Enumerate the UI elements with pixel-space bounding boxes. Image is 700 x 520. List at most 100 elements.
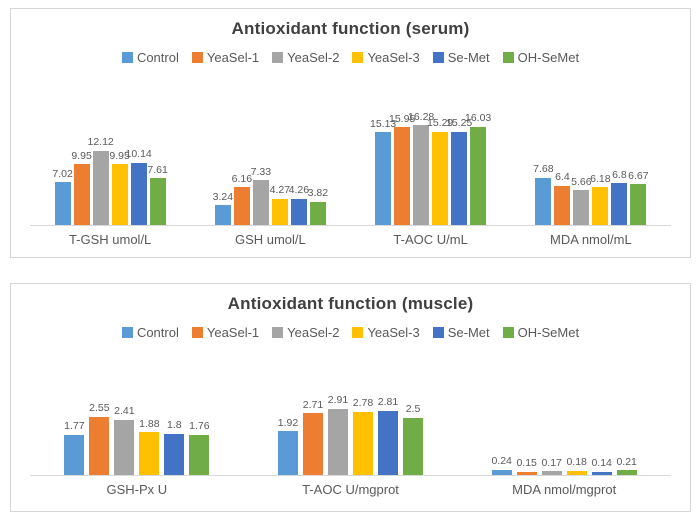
bar-value-label: 15.95 — [388, 112, 416, 125]
bar-cell: 6.67 — [628, 170, 649, 225]
bar-cell: 0.18 — [566, 456, 587, 475]
bar-value-label: 1.8 — [167, 419, 182, 432]
bar-cell: 15.13 — [370, 118, 396, 225]
bar-cell: 2.91 — [328, 395, 348, 475]
bar-cell: 1.88 — [139, 417, 160, 475]
bar-cell: 16.03 — [465, 113, 491, 225]
bar-cluster: 7.68 6.4 5.66 6.18 6.8 6.67 — [533, 164, 649, 225]
legend-item: Control — [121, 325, 179, 340]
bar-value-label: 6.16 — [231, 172, 253, 185]
bar — [516, 471, 537, 475]
bar-value-label: 16.28 — [407, 110, 435, 123]
legend-item: Se-Met — [432, 325, 490, 340]
bar-value-label: 1.92 — [277, 416, 299, 429]
bar-value-label: 7.61 — [147, 163, 168, 176]
bar-value-label: 1.88 — [139, 417, 160, 430]
bar — [491, 469, 512, 475]
bar-cluster: 3.24 6.16 7.33 4.27 4.26 3.82 — [212, 165, 328, 225]
bar — [353, 411, 373, 475]
bar-cell: 12.12 — [87, 137, 114, 225]
bar — [189, 434, 210, 475]
bar-value-label: 2.81 — [377, 396, 399, 409]
legend-label: Control — [136, 50, 179, 65]
legend-label: YeaSel-3 — [367, 325, 420, 340]
bar-cell: 3.82 — [308, 188, 328, 225]
legend-label: OH-SeMet — [517, 325, 580, 340]
bar — [375, 132, 392, 225]
legend-swatch-icon — [352, 327, 364, 338]
bar-cell: 9.95 — [109, 149, 130, 225]
bar-value-label: 3.24 — [212, 190, 234, 203]
legend-item: YeaSel-3 — [352, 325, 420, 340]
bar-value-label: 15.29 — [426, 116, 454, 129]
bar-cluster: 1.77 2.55 2.41 1.88 1.8 1.76 — [64, 402, 210, 475]
bar — [89, 416, 110, 475]
chart-title: Antioxidant function (muscle) — [227, 294, 474, 313]
bar — [149, 178, 166, 225]
bar-value-label: 6.4 — [555, 171, 570, 184]
bar-value-label: 2.78 — [352, 397, 374, 410]
legend-item: YeaSel-1 — [191, 50, 259, 65]
bar-cell: 6.16 — [231, 172, 253, 225]
bar-value-label: 10.14 — [125, 148, 152, 161]
category-label: GSH-Px U — [106, 482, 168, 497]
bar-value-label: 6.8 — [612, 168, 627, 181]
bar — [114, 420, 135, 475]
bar — [592, 187, 609, 225]
bar — [611, 183, 628, 225]
bar-cell: 16.28 — [408, 111, 434, 225]
legend-label: Se-Met — [447, 50, 490, 65]
bar-value-label: 7.33 — [250, 165, 272, 178]
bar-cell: 2.55 — [89, 402, 110, 475]
bar-value-label: 9.95 — [109, 149, 130, 162]
bar-cell: 6.8 — [611, 168, 628, 225]
legend-item: Control — [121, 50, 179, 65]
bar-value-label: 9.95 — [71, 149, 92, 162]
legend-swatch-icon — [272, 327, 284, 338]
legend-label: YeaSel-1 — [206, 325, 260, 340]
bar-cell: 15.95 — [389, 113, 415, 225]
category-label: T-GSH umol/L — [68, 232, 152, 247]
bar — [591, 471, 612, 475]
legend-swatch-icon — [502, 52, 514, 63]
bar-value-label: 6.18 — [590, 172, 611, 185]
bar-cell: 0.14 — [591, 458, 612, 475]
bar-cell: 2.71 — [302, 398, 324, 475]
bar-cluster: 0.24 0.15 0.17 0.18 0.14 0.21 — [491, 455, 637, 475]
category-group: 3.24 6.16 7.33 4.27 4.26 3.82 — [190, 165, 350, 225]
bar — [554, 185, 571, 225]
bar — [111, 164, 128, 225]
legend-item: YeaSel-2 — [272, 50, 339, 65]
bar — [616, 470, 637, 475]
bar-cell: 0.17 — [541, 457, 562, 475]
bar-cell: 1.76 — [189, 421, 210, 475]
legend: Control YeaSel-1 YeaSel-2 YeaSel-3 Se-Met OH-… — [11, 325, 690, 340]
bar-cell: 0.24 — [491, 455, 512, 475]
legend-item: Se-Met — [432, 50, 490, 65]
bar-cell: 0.21 — [616, 456, 637, 475]
bar — [573, 190, 590, 225]
bar-value-label: 2.5 — [405, 403, 421, 416]
bar-value-label: 1.77 — [64, 420, 85, 433]
bar-cell: 7.33 — [250, 165, 272, 225]
bar-cell: 6.4 — [554, 171, 571, 225]
bar — [64, 434, 85, 475]
legend-swatch-icon — [432, 327, 444, 338]
legend-swatch-icon — [272, 52, 284, 63]
bar — [378, 410, 398, 475]
bar — [630, 184, 647, 225]
bar — [92, 150, 109, 225]
bar-cell: 9.95 — [71, 149, 92, 225]
bar-value-label: 7.02 — [52, 167, 73, 180]
category-group: 7.02 9.95 12.12 9.95 10.14 7.61 — [30, 137, 190, 225]
bar-cell: 6.18 — [590, 172, 611, 225]
bar-value-label: 0.18 — [566, 456, 587, 469]
bar — [214, 205, 231, 225]
legend-label: Se-Met — [447, 325, 490, 340]
bar-value-label: 2.71 — [302, 398, 324, 411]
bar-value-label: 2.55 — [89, 402, 110, 415]
bar — [303, 413, 323, 475]
category-axis: T-GSH umol/L GSH umol/L T-AOC U/mL MDA nmol… — [11, 226, 690, 247]
bar-value-label: 0.15 — [516, 457, 537, 470]
category-group: 1.92 2.71 2.91 2.78 2.81 2.5 — [244, 395, 458, 475]
